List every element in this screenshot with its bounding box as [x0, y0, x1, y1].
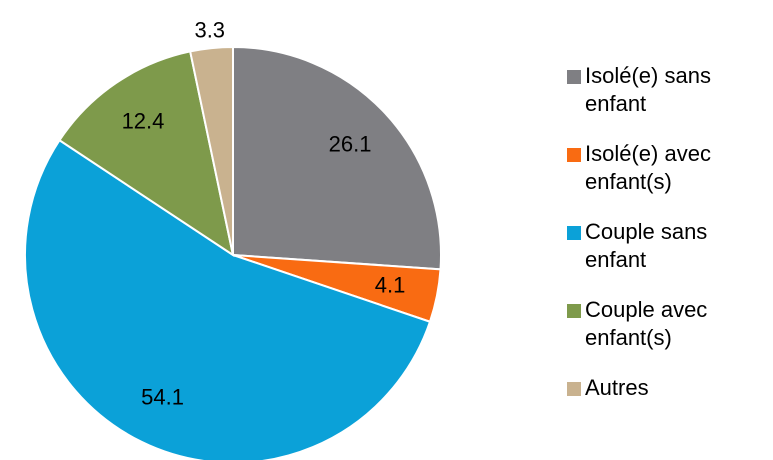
pie-slice	[188, 45, 234, 256]
legend-item: Couple avec enfant(s)	[563, 296, 763, 352]
legend-item: Couple sans enfant	[563, 218, 763, 274]
legend-swatch	[567, 226, 581, 240]
data-label: 26.1	[329, 132, 372, 157]
legend-item: Isolé(e) avec enfant(s)	[563, 140, 763, 196]
legend-swatch	[567, 70, 581, 84]
pie-slice	[232, 45, 442, 271]
legend-label: Couple sans enfant	[585, 219, 708, 272]
legend-label: Isolé(e) avec enfant(s)	[585, 141, 711, 194]
legend-swatch	[567, 382, 581, 396]
pie-slice	[58, 50, 235, 258]
pie-slice	[24, 138, 432, 460]
legend-swatch	[567, 304, 581, 318]
data-label: 3.3	[194, 17, 225, 42]
legend-label: Isolé(e) sans enfant	[585, 63, 711, 116]
legend-item: Isolé(e) sans enfant	[563, 62, 763, 118]
legend-label: Autres	[585, 375, 649, 400]
data-label: 54.1	[141, 385, 184, 410]
data-label: 4.1	[375, 272, 406, 297]
legend: Isolé(e) sans enfant Isolé(e) avec enfant…	[563, 62, 763, 424]
data-label: 12.4	[122, 108, 165, 133]
legend-swatch	[567, 148, 581, 162]
legend-item: Autres	[563, 374, 763, 402]
legend-label: Couple avec enfant(s)	[585, 297, 708, 350]
